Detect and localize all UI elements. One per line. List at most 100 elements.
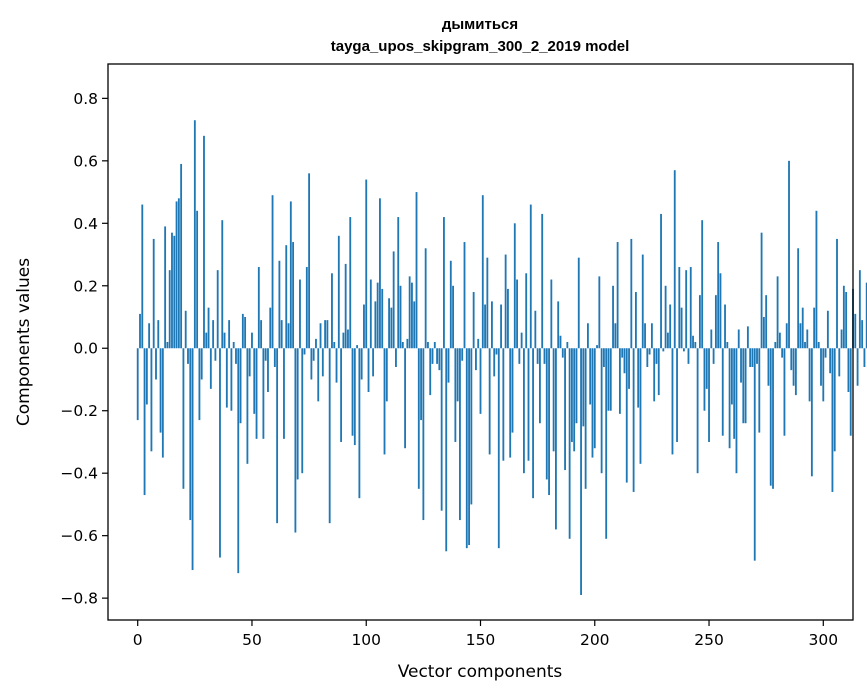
bar-86 — [333, 342, 336, 349]
bar-114 — [397, 217, 400, 349]
bar-68 — [292, 242, 295, 349]
bar-6 — [150, 348, 153, 452]
bar-177 — [541, 213, 544, 349]
bar-153 — [486, 257, 489, 349]
bar-170 — [525, 273, 528, 349]
bar-311 — [847, 348, 850, 392]
bar-268 — [749, 348, 752, 367]
bar-273 — [760, 232, 763, 349]
bar-184 — [557, 301, 560, 349]
bar-100 — [365, 179, 368, 349]
bar-29 — [203, 135, 205, 349]
bar-50 — [251, 332, 253, 349]
bar-70 — [296, 348, 299, 480]
bar-47 — [244, 317, 247, 349]
bar-27 — [198, 348, 201, 421]
bar-93 — [349, 217, 352, 349]
bar-278 — [772, 348, 774, 489]
bar-71 — [299, 279, 301, 349]
bar-280 — [776, 276, 779, 349]
bar-77 — [312, 348, 315, 361]
bar-257 — [724, 304, 726, 349]
bar-224 — [648, 348, 651, 355]
bar-55 — [262, 348, 265, 439]
bar-13 — [166, 342, 169, 349]
bar-237 — [678, 267, 681, 349]
bar-248 — [703, 348, 706, 411]
bar-39 — [225, 348, 228, 408]
y-tick-label: −0.8 — [60, 590, 98, 608]
bar-262 — [735, 348, 738, 474]
bar-56 — [264, 348, 267, 361]
bar-147 — [472, 292, 475, 349]
bar-72 — [301, 348, 304, 474]
x-tick-label: 0 — [133, 631, 143, 649]
bar-182 — [552, 348, 555, 452]
bar-172 — [529, 204, 532, 349]
bar-174 — [534, 310, 537, 349]
bar-165 — [513, 223, 516, 349]
bar-52 — [255, 348, 258, 439]
bar-18 — [177, 198, 180, 349]
bar-275 — [765, 295, 768, 349]
bar-58 — [269, 307, 272, 349]
bar-146 — [470, 348, 473, 505]
bar-63 — [280, 320, 283, 349]
bar-162 — [507, 288, 509, 349]
bar-44 — [237, 348, 240, 574]
bar-31 — [207, 307, 210, 349]
bar-45 — [239, 348, 242, 424]
bar-220 — [639, 348, 642, 464]
bar-303 — [829, 348, 832, 374]
bar-14 — [168, 270, 171, 349]
bar-222 — [644, 323, 646, 349]
bar-203 — [600, 348, 603, 474]
bar-107 — [381, 288, 384, 349]
bar-10 — [159, 348, 162, 433]
bar-204 — [602, 348, 605, 367]
bar-258 — [726, 342, 729, 349]
bar-263 — [737, 329, 740, 349]
bar-83 — [326, 320, 329, 349]
bar-226 — [653, 348, 656, 402]
bar-209 — [614, 323, 617, 349]
bar-290 — [799, 323, 802, 349]
bar-256 — [721, 348, 724, 436]
bar-103 — [372, 348, 375, 377]
bar-289 — [797, 248, 800, 349]
bar-59 — [271, 195, 274, 349]
bar-120 — [411, 282, 413, 349]
bar-173 — [532, 348, 534, 499]
bar-176 — [539, 348, 541, 424]
bar-200 — [593, 348, 596, 449]
x-axis-label: Vector components — [398, 662, 563, 682]
x-tick-label: 50 — [242, 631, 262, 649]
bar-319 — [865, 282, 867, 349]
bar-213 — [623, 348, 626, 374]
bar-81 — [321, 348, 324, 377]
bar-266 — [744, 348, 747, 424]
bar-281 — [778, 332, 781, 349]
bar-3 — [143, 348, 146, 496]
bar-317 — [861, 320, 864, 349]
bar-155 — [491, 301, 493, 349]
bar-25 — [193, 120, 196, 349]
bar-270 — [753, 348, 756, 561]
bar-148 — [475, 348, 477, 371]
bar-129 — [431, 348, 434, 364]
bar-241 — [687, 348, 690, 364]
bar-95 — [353, 348, 356, 446]
bar-140 — [456, 348, 459, 402]
bar-7 — [152, 238, 155, 349]
bar-247 — [701, 220, 704, 349]
bar-271 — [756, 348, 758, 364]
bar-2 — [141, 204, 144, 349]
bar-37 — [221, 220, 224, 349]
bar-42 — [232, 342, 235, 349]
bar-66 — [287, 323, 290, 349]
bar-308 — [840, 329, 843, 349]
bar-188 — [566, 342, 569, 349]
bar-316 — [858, 270, 861, 349]
bar-136 — [447, 348, 450, 383]
bar-32 — [209, 348, 212, 389]
